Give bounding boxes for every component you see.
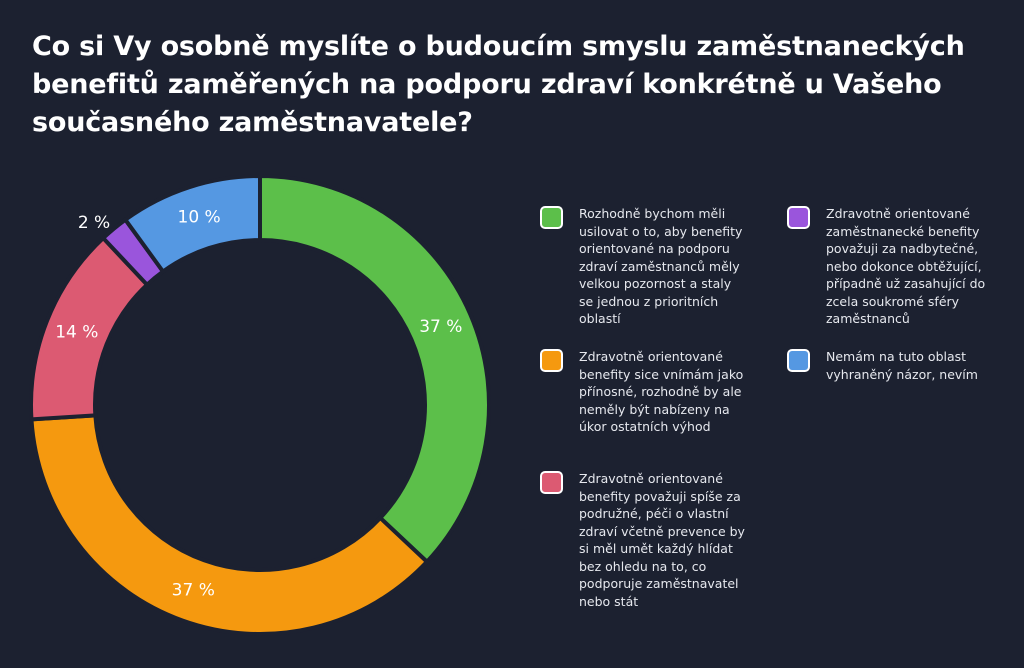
legend-label: Rozhodně bychom měli usilovat o to, aby … xyxy=(579,206,743,326)
donut-slice xyxy=(258,173,491,565)
legend-swatch xyxy=(787,349,810,372)
legend-item: Zdravotně orientované benefity sice vním… xyxy=(540,348,770,436)
legend-item: Zdravotně orientované zaměstnanecké bene… xyxy=(787,205,1017,328)
donut-slice xyxy=(122,173,262,275)
data-label: 10 % xyxy=(178,208,221,228)
legend-label: Nemám na tuto oblast vyhraněný názor, ne… xyxy=(826,349,978,382)
legend-swatch xyxy=(540,349,563,372)
legend-item: Rozhodně bychom měli usilovat o to, aby … xyxy=(540,205,770,328)
legend-label: Zdravotně orientované benefity sice vním… xyxy=(579,349,744,434)
data-label: 37 % xyxy=(419,317,462,337)
legend-swatch xyxy=(540,206,563,229)
legend-label: Zdravotně orientované benefity považuji … xyxy=(579,471,745,609)
legend-item: Nemám na tuto oblast vyhraněný názor, ne… xyxy=(787,348,1017,383)
donut-slice xyxy=(29,413,430,636)
legend-swatch xyxy=(540,471,563,494)
chart-title: Co si Vy osobně myslíte o budoucím smysl… xyxy=(32,31,965,138)
legend-swatch xyxy=(787,206,810,229)
data-label: 37 % xyxy=(172,580,215,600)
data-label: 2 % xyxy=(78,213,110,233)
legend-label: Zdravotně orientované zaměstnanecké bene… xyxy=(826,206,986,326)
legend-item: Zdravotně orientované benefity považuji … xyxy=(540,470,770,610)
data-label: 14 % xyxy=(55,322,98,342)
